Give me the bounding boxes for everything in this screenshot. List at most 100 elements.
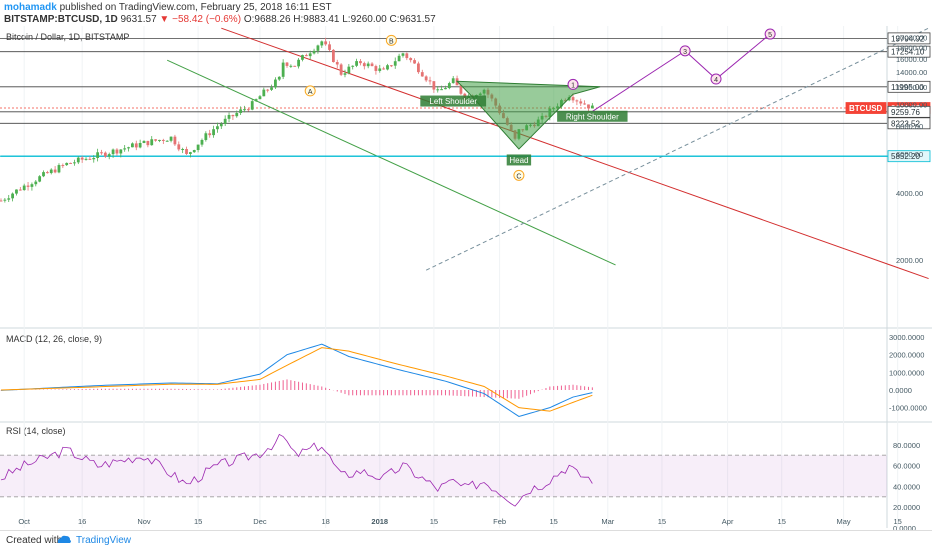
pattern-label: Right Shoulder bbox=[566, 112, 619, 121]
pattern-label-box bbox=[557, 110, 628, 122]
candle-body bbox=[405, 53, 409, 59]
wave-marker-circle bbox=[679, 45, 691, 57]
candle-body bbox=[316, 45, 320, 51]
price-chart[interactable]: A B C 1 3 4 5 Left Shoulder Head Right Shoulder 1… bbox=[0, 0, 932, 530]
wave-marker-circle bbox=[567, 78, 579, 90]
candle-body bbox=[359, 61, 362, 64]
x-tick-label: 18 bbox=[321, 517, 329, 526]
candle-body bbox=[223, 118, 227, 124]
candle-body bbox=[436, 89, 440, 91]
trend-lines bbox=[1, 27, 929, 280]
candle-body bbox=[362, 63, 366, 67]
candle-body bbox=[254, 99, 258, 102]
candle-body bbox=[250, 101, 254, 110]
candle-body bbox=[73, 162, 76, 164]
candle-body bbox=[587, 104, 590, 109]
ohlc-values: O:9688.26 H:9883.41 L:9260.00 C:9631.57 bbox=[243, 14, 436, 25]
candle-body bbox=[100, 152, 103, 154]
price-tag-label: BTCUSD bbox=[849, 104, 883, 113]
x-tick-label: Apr bbox=[722, 517, 734, 526]
main-pane-title: Bitcoin / Dollar, 1D, BITSTAMP bbox=[6, 32, 130, 42]
macd-indicator bbox=[0, 343, 593, 418]
candle-body bbox=[393, 61, 397, 66]
candle-body bbox=[185, 149, 188, 154]
candle-body bbox=[289, 65, 293, 67]
candle-body bbox=[119, 149, 123, 154]
candle-body bbox=[351, 65, 355, 67]
y-tick-label: 16000.00 bbox=[896, 55, 927, 64]
candle-body bbox=[262, 89, 266, 97]
candle-body bbox=[331, 49, 335, 63]
candle-body bbox=[212, 129, 215, 136]
candle-body bbox=[169, 136, 173, 141]
candle-body bbox=[579, 101, 583, 104]
candle-body bbox=[440, 89, 444, 91]
candle-body bbox=[26, 185, 30, 187]
wave-label: C bbox=[516, 173, 521, 180]
macd-y-tick-label: 1000.0000 bbox=[889, 368, 924, 377]
price-tag-box bbox=[887, 80, 931, 93]
candle-body bbox=[243, 109, 246, 111]
candle-body bbox=[34, 181, 38, 185]
pattern-label-box bbox=[506, 154, 532, 166]
wave-label: A bbox=[308, 89, 313, 96]
candle-body bbox=[134, 143, 138, 148]
candle-body bbox=[285, 62, 289, 66]
price-tag-box bbox=[887, 117, 931, 130]
candle-body bbox=[208, 133, 212, 136]
candle-body bbox=[389, 65, 393, 67]
x-tick-label: 15 bbox=[778, 517, 786, 526]
price-tag-label: 5852.20 bbox=[891, 152, 920, 161]
footer: Created with TradingView bbox=[0, 530, 932, 551]
candle-body bbox=[42, 172, 45, 177]
candle-body bbox=[374, 66, 378, 71]
candle-body bbox=[150, 139, 154, 146]
candle-body bbox=[173, 136, 177, 145]
candle-body bbox=[219, 123, 223, 127]
created-with-label: Created with bbox=[6, 535, 63, 546]
macd-y-tick-label: 3000.0000 bbox=[889, 333, 924, 342]
price-tag-label: 19794.92 bbox=[891, 34, 925, 43]
dashed-uptrend-line bbox=[425, 27, 929, 271]
wave-label: 4 bbox=[714, 77, 718, 84]
candle-body bbox=[76, 157, 80, 163]
candle-body bbox=[154, 139, 157, 141]
author-name[interactable]: mohamadk bbox=[4, 2, 57, 13]
rsi-y-tick-label: 20.0000 bbox=[893, 503, 920, 512]
candle-body bbox=[277, 76, 281, 80]
candle-body bbox=[200, 139, 204, 145]
candle-body bbox=[258, 96, 262, 100]
tradingview-brand[interactable]: TradingView bbox=[76, 535, 132, 546]
wave-label: B bbox=[389, 38, 394, 45]
candle-body bbox=[590, 105, 594, 109]
candle-body bbox=[378, 68, 382, 71]
candle-body bbox=[146, 140, 150, 146]
price-tag-box bbox=[887, 32, 931, 45]
candle-body bbox=[266, 89, 270, 91]
candle-body bbox=[107, 154, 111, 157]
candle-body bbox=[0, 200, 3, 202]
grid-lines bbox=[0, 26, 932, 528]
candle-body bbox=[177, 144, 181, 150]
candle-body bbox=[274, 79, 277, 88]
candle-body bbox=[235, 113, 239, 117]
wave-marker-circle bbox=[513, 169, 525, 181]
tradingview-logo-icon bbox=[57, 535, 71, 543]
candle-body bbox=[115, 149, 119, 154]
wave-label: 5 bbox=[768, 32, 772, 39]
candle-body bbox=[88, 158, 92, 160]
candle-body bbox=[53, 169, 57, 173]
price-tag-label: 8223.52 bbox=[891, 119, 920, 128]
x-tick-label: 15 bbox=[658, 517, 666, 526]
candle-body bbox=[413, 60, 416, 64]
rsi-y-tick-label: 80.0000 bbox=[893, 441, 920, 450]
candle-body bbox=[420, 72, 424, 77]
candle-body bbox=[192, 150, 196, 153]
candle-body bbox=[312, 50, 316, 54]
candle-body bbox=[18, 189, 22, 191]
candle-body bbox=[246, 109, 250, 111]
candle-body bbox=[161, 139, 165, 141]
y-tick-label: 14000.00 bbox=[896, 68, 927, 77]
candle-body bbox=[45, 172, 49, 174]
rsi-y-tick-label: 40.0000 bbox=[893, 482, 920, 491]
